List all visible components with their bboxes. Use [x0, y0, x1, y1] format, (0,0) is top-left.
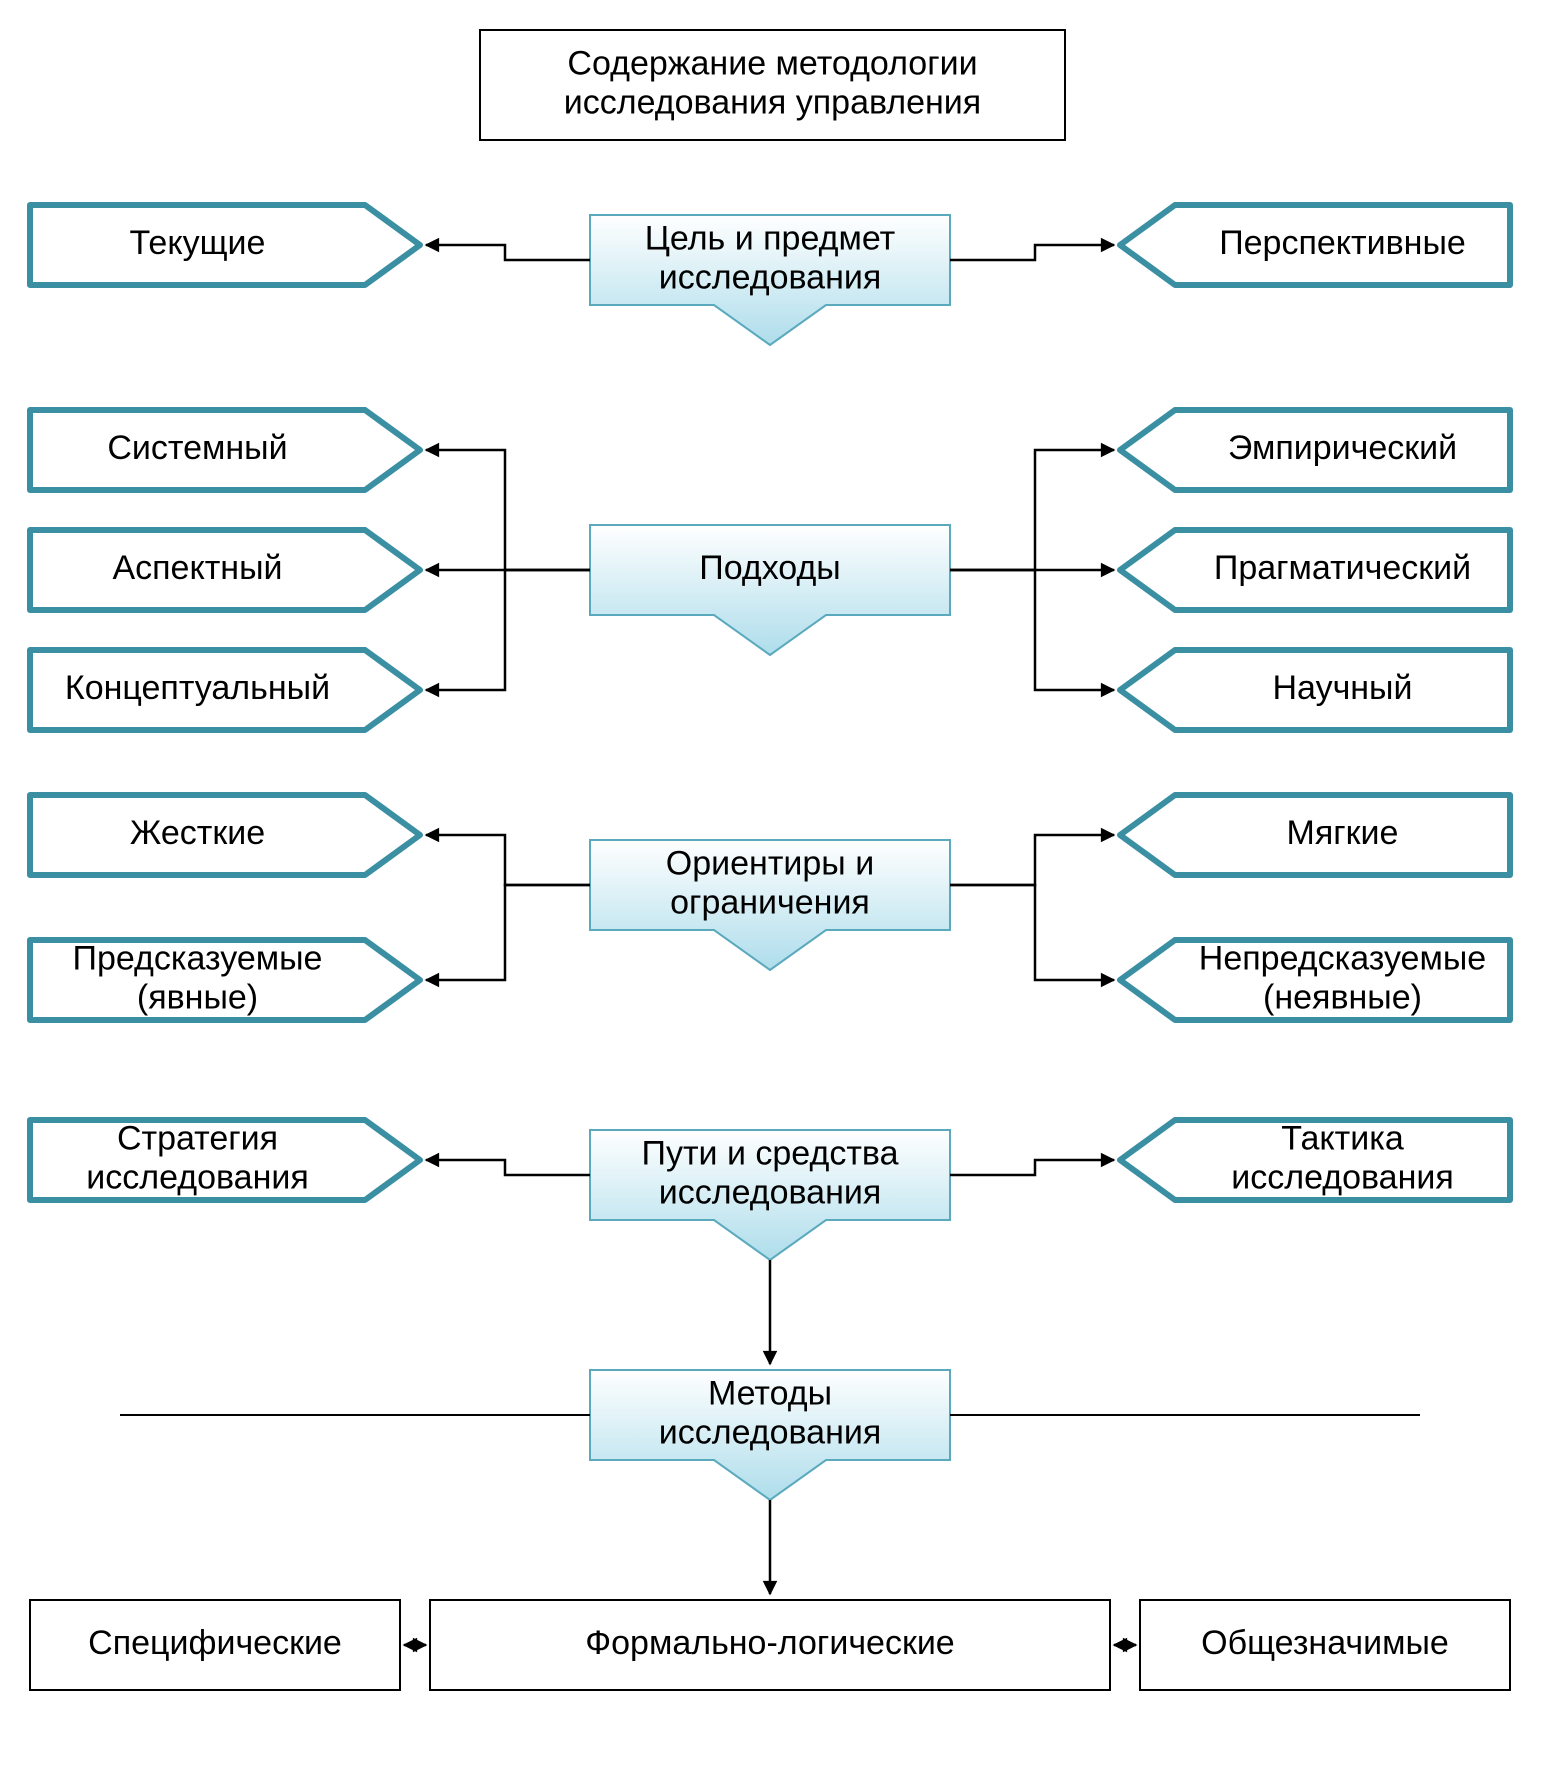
left-label-g2: Системный: [107, 429, 287, 467]
center-label-c4: Пути и средстваисследования: [642, 1134, 899, 1211]
left-label-g0: Текущие: [130, 224, 266, 262]
left-label-g8: Жесткие: [130, 814, 265, 852]
title-label: Содержание методологииисследования управ…: [564, 44, 981, 121]
bottom-left-label: Специфические: [88, 1624, 342, 1662]
center-label-c3: Ориентиры иограничения: [666, 844, 874, 921]
diagram-svg: Содержание методологииисследования управ…: [0, 0, 1545, 1767]
left-label-g3: Аспектный: [112, 549, 282, 587]
left-label-g12: Стратегияисследования: [86, 1119, 309, 1196]
right-label-g1: Перспективные: [1219, 224, 1466, 262]
bottom-right-label: Общезначимые: [1201, 1624, 1449, 1662]
left-label-g4: Концептуальный: [65, 669, 330, 707]
center-label-c2: Подходы: [699, 549, 841, 587]
center-label-c1: Цель и предметисследования: [645, 219, 895, 296]
diagram-root: Содержание методологииисследования управ…: [0, 0, 1545, 1767]
bottom-mid-label: Формально-логические: [585, 1624, 954, 1662]
right-label-g5: Эмпирический: [1228, 429, 1457, 467]
right-label-g7: Научный: [1272, 669, 1412, 707]
right-label-g10: Мягкие: [1287, 814, 1399, 852]
right-label-g6: Прагматический: [1214, 549, 1471, 587]
